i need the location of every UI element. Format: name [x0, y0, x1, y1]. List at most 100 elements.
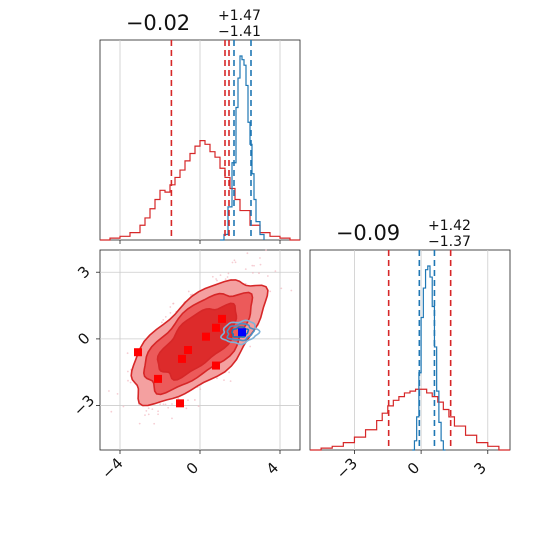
sample-point	[265, 249, 267, 252]
sample-point	[159, 403, 162, 406]
title-param-1-median: −0.02	[126, 11, 190, 35]
y-tick-label: −3	[70, 391, 98, 419]
sample-point	[153, 422, 156, 425]
sample-point	[157, 413, 159, 416]
sample-point	[164, 315, 167, 318]
blue-contour	[220, 319, 261, 346]
sample-point	[244, 268, 247, 271]
titles-layer: −0.02 +1.47−1.41 −0.09 +1.42−1.37	[126, 8, 471, 250]
x-tick-label: 3	[471, 459, 490, 478]
sample-point	[162, 318, 165, 321]
x-tick-label: 0	[183, 459, 202, 478]
sample-point	[147, 407, 150, 410]
sample-point	[231, 261, 234, 264]
sample-point	[187, 399, 189, 402]
sample-point	[259, 257, 261, 259]
sample-point	[162, 403, 165, 406]
red-marker	[202, 332, 210, 341]
sample-point	[234, 261, 237, 264]
sample-point	[157, 410, 159, 413]
sample-point	[249, 345, 252, 348]
x-tick-label: −3	[333, 454, 361, 482]
x-tick-label: −4	[98, 454, 126, 482]
sample-point	[251, 271, 254, 274]
sample-point	[108, 390, 110, 392]
title-param-2-plus: +1.42	[428, 218, 471, 234]
sample-point	[169, 311, 172, 314]
blue-marker	[238, 328, 246, 337]
red-marker	[218, 314, 226, 323]
sample-point	[228, 371, 230, 374]
sample-point	[172, 302, 175, 305]
sample-point	[116, 392, 119, 395]
sample-point	[138, 422, 141, 425]
sample-point	[224, 278, 227, 281]
sample-point	[171, 403, 173, 405]
x-tick-label: 0	[404, 459, 423, 478]
hist-red-series	[310, 388, 510, 451]
red-marker	[154, 374, 162, 383]
sample-point	[219, 274, 222, 277]
sample-point	[259, 263, 262, 266]
sample-point	[193, 399, 196, 401]
marginal-histogram-param-2: −3 0 3	[309, 249, 511, 483]
red-marker	[212, 361, 220, 370]
sample-point	[177, 397, 180, 400]
marginal-histogram-param-1	[99, 39, 301, 244]
panel-right-frame	[309, 249, 511, 451]
sample-point	[274, 270, 277, 273]
sample-point	[251, 264, 254, 267]
sample-point	[144, 414, 146, 417]
sample-point	[223, 379, 225, 382]
sample-point	[127, 379, 129, 382]
hist-blue-series	[220, 55, 265, 241]
joint-contour-panel: −4 0 4 3 0 −3	[70, 249, 301, 483]
sample-point	[129, 381, 132, 384]
blue-contour	[226, 322, 256, 342]
sample-point	[227, 272, 230, 275]
sample-point	[266, 275, 269, 277]
sample-point	[290, 289, 293, 292]
sample-point	[151, 408, 154, 411]
sample-point	[187, 290, 190, 293]
title-param-2-median: −0.09	[336, 221, 400, 245]
hist-red-series	[100, 140, 300, 241]
sample-point	[126, 352, 129, 355]
sample-point	[147, 413, 150, 416]
sample-point	[229, 380, 232, 383]
sample-point	[226, 276, 229, 278]
sample-point	[216, 279, 218, 282]
sample-point	[145, 409, 148, 412]
sample-point	[246, 252, 249, 255]
sample-point	[164, 403, 167, 406]
sample-point	[197, 405, 200, 408]
sample-point	[110, 410, 113, 413]
sample-point	[199, 388, 202, 391]
title-param-2-minus: −1.37	[428, 234, 471, 250]
blue-contour	[231, 326, 250, 338]
red-marker	[134, 348, 142, 357]
hist-blue-series	[412, 265, 446, 451]
sample-point	[122, 405, 125, 408]
sample-point	[215, 278, 218, 280]
sample-point	[280, 287, 283, 290]
sample-point	[160, 321, 163, 324]
sample-point	[189, 293, 192, 296]
sample-point	[126, 370, 129, 373]
y-tick-label: 3	[74, 262, 93, 281]
red-marker	[184, 346, 192, 354]
sample-point	[185, 407, 188, 410]
title-param-1-plus: +1.47	[218, 8, 261, 24]
y-tick-label: 0	[74, 329, 93, 348]
sample-point	[167, 406, 170, 409]
sample-point	[169, 306, 172, 308]
sample-point	[211, 275, 214, 278]
x-tick-label: 4	[263, 459, 282, 478]
sample-point	[233, 259, 236, 262]
sample-point	[171, 417, 173, 420]
title-param-1-minus: −1.41	[218, 24, 261, 40]
red-marker	[212, 323, 220, 332]
sample-point	[216, 377, 218, 380]
sample-point	[269, 290, 272, 293]
